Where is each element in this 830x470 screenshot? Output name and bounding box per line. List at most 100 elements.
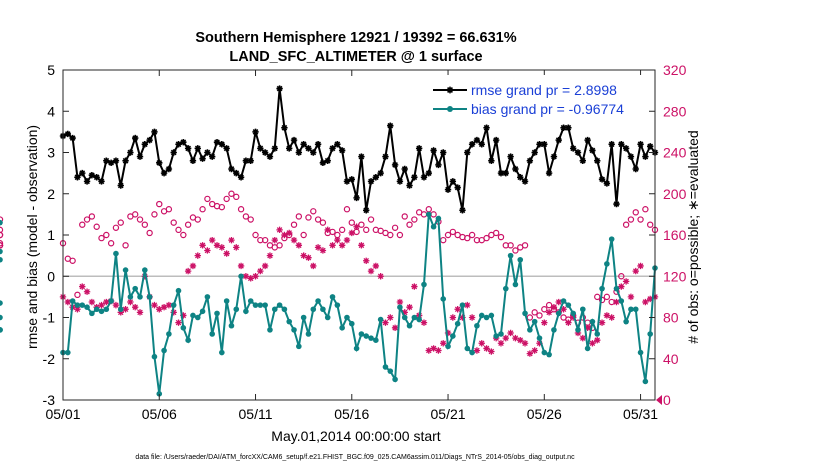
bias-point [89, 310, 95, 317]
rmse-point [613, 200, 620, 208]
bias-point [219, 349, 225, 356]
evaluated-obs-point [541, 319, 548, 326]
evaluated-obs-point [348, 229, 355, 237]
possible-obs-point [199, 206, 206, 213]
possible-obs-point [387, 231, 394, 239]
evaluated-obs-point [372, 262, 380, 270]
rmse-point [420, 174, 428, 181]
evaluated-obs-point [194, 252, 201, 259]
evaluated-obs-point [271, 236, 278, 244]
rmse-point [204, 149, 211, 156]
bias-point [98, 308, 105, 315]
right-tick-label: 320 [663, 62, 687, 78]
rmse-series [60, 85, 659, 214]
bias-point [575, 327, 581, 333]
possible-obs-point [343, 206, 351, 213]
evaluated-obs-point [512, 334, 519, 342]
rmse-point [266, 153, 274, 160]
bias-point [204, 294, 211, 300]
possible-obs-point [180, 231, 187, 239]
evaluated-obs-point [233, 244, 240, 251]
evaluated-obs-point [618, 283, 625, 290]
x-tick-label: 05/01 [45, 406, 80, 422]
rmse-point [223, 145, 230, 152]
rmse-point [377, 169, 384, 177]
rmse-point [550, 153, 558, 160]
possible-obs-point [175, 226, 182, 234]
evaluated-obs-point [642, 298, 649, 306]
bias-point [527, 327, 533, 333]
bias-point [445, 343, 451, 350]
right-axis-arrow-icon [656, 395, 662, 405]
bias-point [647, 331, 653, 337]
evaluated-obs-point [464, 301, 471, 309]
rmse-point [261, 149, 269, 156]
rmse-point [233, 169, 240, 177]
rmse-point [310, 149, 317, 156]
bias-point [324, 314, 331, 321]
possible-obs-point [305, 214, 312, 221]
bias-point [604, 261, 610, 267]
rmse-point [382, 153, 389, 160]
bias-point [348, 320, 355, 327]
rmse-point [363, 207, 370, 214]
rmse-point [160, 169, 168, 177]
bias-point [180, 325, 187, 331]
rmse-point [521, 178, 529, 185]
legend-bias-label: bias grand pr = -0.96774 [471, 101, 624, 117]
possible-obs-point [218, 203, 226, 211]
possible-obs-point [512, 247, 519, 254]
possible-obs-point [131, 211, 139, 218]
rmse-point [213, 138, 221, 146]
evaluated-obs-point [488, 348, 495, 355]
bias-point [560, 298, 567, 304]
bias-point [286, 318, 293, 325]
bias-point [358, 331, 365, 337]
evaluated-obs-point [382, 319, 389, 326]
right-tick-label: 40 [663, 351, 679, 367]
bias-point [382, 364, 389, 370]
possible-obs-point [319, 219, 327, 226]
plot-background [63, 70, 655, 400]
bias-point [122, 267, 129, 273]
possible-obs-point [367, 216, 375, 223]
rmse-point [305, 145, 312, 152]
possible-obs-point [112, 224, 120, 231]
possible-obs-point [637, 216, 644, 223]
evaluated-obs-point [180, 312, 187, 319]
evaluated-obs-point [497, 340, 505, 347]
evaluated-obs-point [594, 336, 601, 344]
rmse-point [367, 178, 375, 185]
evaluated-obs-point [184, 267, 192, 275]
bias-point [416, 316, 422, 323]
rmse-point [103, 157, 110, 164]
rmse-point [401, 165, 408, 173]
evaluated-obs-point [83, 288, 91, 295]
evaluated-obs-point [550, 303, 558, 311]
left-tick-label: 5 [47, 62, 55, 78]
evaluated-obs-point [170, 309, 177, 316]
evaluated-obs-point [377, 273, 384, 280]
rmse-point [228, 165, 235, 173]
evaluated-obs-point [507, 329, 514, 337]
possible-obs-point [0, 226, 4, 234]
possible-obs-point [627, 216, 635, 223]
possible-obs-point [194, 216, 201, 223]
bias-point [493, 333, 499, 339]
left-tick-label: -1 [43, 310, 56, 326]
possible-obs-point [290, 221, 298, 228]
rmse-point [218, 141, 226, 148]
rmse-point [589, 147, 596, 154]
possible-obs-point [492, 229, 500, 237]
rmse-point [464, 149, 471, 156]
rmse-point [473, 136, 481, 144]
bias-point [170, 302, 177, 308]
possible-obs-point [348, 219, 355, 226]
bias-point [637, 349, 644, 356]
possible-obs-point [88, 213, 96, 220]
bias-point [0, 256, 3, 263]
bias-point [161, 347, 167, 354]
bias-point [214, 310, 220, 317]
possible-obs-point [93, 223, 100, 230]
evaluated-obs-point [329, 242, 336, 249]
